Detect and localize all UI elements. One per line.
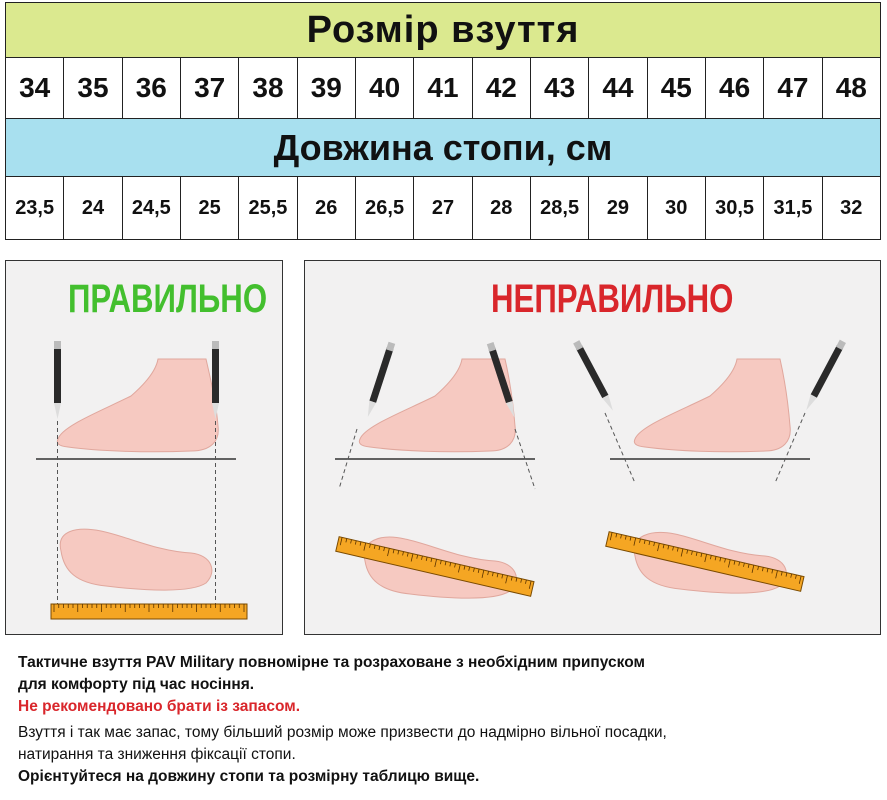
ruler-icon: [335, 536, 535, 597]
pencil-tilted-icon: [806, 339, 846, 411]
size-cell: 38: [238, 57, 298, 119]
size-table: Розмір взуття 34 35 36 37 38 39 40 41 42 43 44 45 46…: [4, 2, 882, 240]
foot-side-icon: [358, 358, 516, 453]
foot-side-icon: [633, 358, 791, 453]
correct-measurement-illustration: [36, 341, 248, 620]
length-cell: 28: [471, 176, 531, 240]
note-line-4: натирання та зниження фіксації стопи.: [18, 746, 296, 763]
length-cell: 32: [821, 176, 882, 240]
length-cell: 26,5: [354, 176, 415, 240]
note-warning: Не рекомендовано брати із запасом.: [18, 698, 301, 715]
length-cell: 23,5: [4, 176, 65, 240]
pencil-tilted-icon: [486, 342, 515, 418]
size-cell: 45: [646, 57, 706, 119]
correct-panel: ПРАВИЛЬНО: [5, 260, 283, 635]
size-cell: 37: [179, 57, 240, 119]
length-cell: 25: [179, 176, 240, 240]
ruler-icon: [605, 531, 805, 592]
length-cell: 31,5: [763, 176, 823, 240]
incorrect-title: НЕПРАВИЛЬНО: [491, 277, 734, 321]
note-line-5: Орієнтуйтеся на довжину стопи та розмірн…: [18, 768, 480, 785]
note-line-2: для комфорту під час носіння.: [18, 676, 255, 693]
note-line-1: Тактичне взуття PAV Military повномірне …: [18, 654, 645, 671]
size-cell: 46: [704, 57, 765, 119]
size-cell: 47: [763, 57, 823, 119]
size-cell: 34: [4, 57, 65, 119]
sizes-row: 34 35 36 37 38 39 40 41 42 43 44 45 46 47 48: [4, 57, 882, 119]
lengths-row: 23,5 24 24,5 25 25,5 26 26,5 27 28 28,5 29 30 30,5 31…: [4, 176, 882, 240]
pencil-tilted-icon: [367, 341, 396, 417]
incorrect-panel: НЕПРАВИЛЬНО: [304, 260, 881, 635]
length-cell: 28,5: [529, 176, 590, 240]
foot-side-icon: [56, 358, 219, 453]
pencil-right-icon: [212, 341, 219, 419]
length-cell: 30: [646, 176, 706, 240]
pencil-left-icon: [54, 341, 61, 419]
size-cell: 40: [354, 57, 415, 119]
length-header: Довжина стопи, см: [5, 118, 881, 177]
correct-title: ПРАВИЛЬНО: [68, 277, 268, 321]
length-cell: 26: [296, 176, 356, 240]
length-cell: 24: [63, 176, 123, 240]
incorrect-measurement-illustration: [335, 339, 846, 599]
size-header: Розмір взуття: [5, 2, 881, 58]
length-cell: 25,5: [238, 176, 298, 240]
length-cell: 27: [413, 176, 473, 240]
length-cell: 29: [588, 176, 648, 240]
notes: Тактичне взуття PAV Military повномірне …: [18, 652, 878, 788]
size-cell: 41: [413, 57, 473, 119]
length-cell: 30,5: [704, 176, 765, 240]
ruler-icon: [50, 603, 248, 620]
size-cell: 42: [471, 57, 531, 119]
size-cell: 48: [821, 57, 882, 119]
foot-sole-icon: [59, 528, 213, 591]
pencil-tilted-icon: [573, 340, 613, 411]
length-cell: 24,5: [121, 176, 181, 240]
size-cell: 39: [296, 57, 356, 119]
note-line-3: Взуття і так має запас, тому більший роз…: [18, 724, 667, 741]
size-cell: 44: [588, 57, 648, 119]
size-cell: 35: [63, 57, 123, 119]
size-cell: 43: [529, 57, 590, 119]
size-cell: 36: [121, 57, 181, 119]
